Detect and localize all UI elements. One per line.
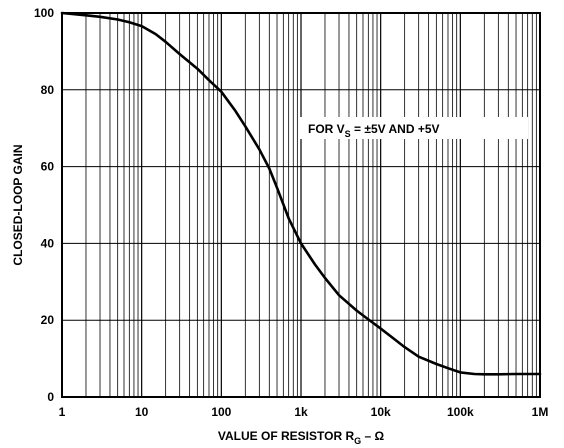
curves	[60, 11, 542, 376]
gain-curve	[60, 11, 542, 376]
x-tick-labels: 1 10 100 1k 10k 100k 1M	[59, 405, 549, 419]
y-axis-title: CLOSED-LOOP GAIN	[11, 144, 25, 265]
x-axis-title: VALUE OF RESISTOR RG – Ω	[218, 429, 385, 446]
x-tick-label: 100	[211, 405, 231, 419]
y-tick-labels: 0 20 40 60 80 100	[34, 6, 54, 404]
x-tick-label: 1k	[294, 405, 308, 419]
x-tick-label: 10k	[371, 405, 391, 419]
x-tick-label: 10	[135, 405, 149, 419]
x-tick-label: 1	[59, 405, 66, 419]
plot-frame	[61, 12, 541, 398]
y-tick-label: 0	[47, 390, 54, 404]
grid	[62, 13, 540, 397]
x-tick-label: 1M	[532, 405, 549, 419]
y-tick-label: 40	[41, 236, 55, 250]
y-tick-label: 60	[41, 160, 55, 174]
y-tick-label: 20	[41, 313, 55, 327]
y-tick-label: 100	[34, 6, 54, 20]
annotation-background	[300, 117, 528, 139]
x-tick-label: 100k	[447, 405, 474, 419]
y-tick-label: 80	[41, 83, 55, 97]
annotation: FOR VS = ±5V AND +5V	[308, 122, 440, 139]
